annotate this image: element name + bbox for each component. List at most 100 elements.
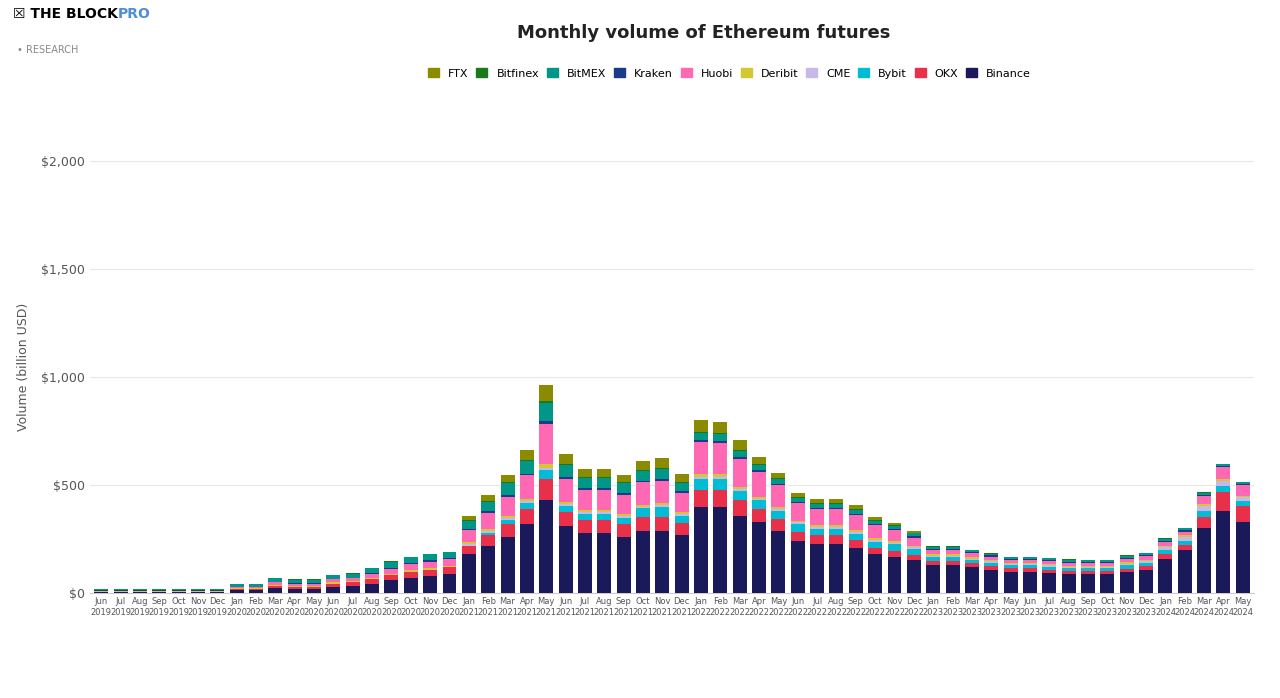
Bar bbox=[598, 469, 612, 477]
Bar bbox=[1139, 560, 1153, 561]
Bar bbox=[558, 504, 572, 506]
Bar bbox=[810, 499, 824, 503]
Bar bbox=[229, 590, 243, 593]
Bar bbox=[462, 521, 476, 528]
Bar bbox=[753, 500, 765, 509]
Bar bbox=[520, 501, 534, 503]
Bar bbox=[326, 587, 340, 593]
Bar bbox=[655, 468, 669, 469]
Bar bbox=[1197, 493, 1211, 495]
Bar bbox=[250, 587, 262, 588]
Bar bbox=[1216, 511, 1230, 593]
Bar bbox=[1004, 563, 1018, 565]
Bar bbox=[617, 495, 631, 514]
Bar bbox=[694, 507, 708, 593]
Bar bbox=[1216, 468, 1230, 480]
Bar bbox=[732, 440, 746, 450]
Bar bbox=[481, 546, 495, 593]
Bar bbox=[655, 469, 669, 479]
Bar bbox=[424, 576, 436, 593]
Bar bbox=[114, 592, 128, 593]
Bar bbox=[307, 587, 321, 589]
Bar bbox=[849, 505, 863, 509]
Bar bbox=[849, 530, 863, 532]
Bar bbox=[713, 433, 727, 434]
Bar bbox=[1158, 542, 1172, 546]
Bar bbox=[1101, 560, 1115, 562]
Bar bbox=[617, 514, 631, 516]
Bar bbox=[732, 457, 746, 459]
Bar bbox=[1082, 571, 1094, 574]
Bar bbox=[965, 550, 979, 552]
Bar bbox=[946, 547, 960, 549]
Text: • RESEARCH: • RESEARCH bbox=[17, 45, 78, 55]
Bar bbox=[772, 478, 786, 479]
Bar bbox=[810, 535, 824, 544]
Bar bbox=[481, 533, 495, 535]
Bar bbox=[849, 540, 863, 548]
Bar bbox=[732, 489, 746, 491]
Bar bbox=[694, 442, 708, 475]
Bar bbox=[481, 513, 495, 529]
Bar bbox=[1023, 560, 1037, 563]
Bar bbox=[1158, 558, 1172, 593]
Bar bbox=[636, 470, 650, 480]
Bar bbox=[887, 544, 901, 551]
Bar bbox=[579, 520, 591, 533]
Bar bbox=[1042, 570, 1056, 573]
Bar bbox=[462, 520, 476, 521]
Bar bbox=[849, 532, 863, 534]
Bar bbox=[849, 515, 863, 530]
Bar bbox=[307, 584, 321, 586]
Bar bbox=[500, 517, 515, 518]
Bar bbox=[753, 472, 765, 497]
Bar bbox=[403, 570, 417, 572]
Bar bbox=[1216, 481, 1230, 486]
Bar bbox=[772, 486, 786, 507]
Bar bbox=[424, 561, 436, 568]
Bar bbox=[791, 524, 805, 532]
Bar bbox=[365, 584, 379, 593]
Bar bbox=[617, 518, 631, 524]
Bar bbox=[1082, 568, 1094, 571]
Bar bbox=[579, 490, 591, 510]
Bar bbox=[1101, 574, 1115, 593]
Bar bbox=[269, 578, 283, 582]
Bar bbox=[326, 584, 340, 587]
Bar bbox=[500, 497, 515, 517]
Bar bbox=[598, 478, 612, 488]
Bar bbox=[558, 506, 572, 512]
Bar bbox=[965, 557, 979, 558]
Bar bbox=[908, 536, 920, 537]
Bar bbox=[617, 475, 631, 482]
Bar bbox=[558, 465, 572, 477]
Bar bbox=[500, 524, 515, 537]
Bar bbox=[579, 512, 591, 514]
Bar bbox=[829, 529, 844, 535]
Bar bbox=[965, 552, 979, 553]
Bar bbox=[675, 523, 689, 535]
Bar bbox=[1197, 504, 1211, 506]
Bar bbox=[1023, 565, 1037, 568]
Bar bbox=[694, 419, 708, 431]
Bar bbox=[403, 563, 417, 565]
Bar bbox=[965, 567, 979, 593]
Bar bbox=[636, 480, 650, 482]
Bar bbox=[1139, 566, 1153, 570]
Bar bbox=[1178, 531, 1192, 535]
Bar bbox=[1235, 506, 1249, 522]
Bar bbox=[1042, 560, 1056, 561]
Bar bbox=[1158, 547, 1172, 550]
Bar bbox=[500, 518, 515, 520]
Bar bbox=[829, 507, 844, 510]
Bar bbox=[384, 569, 398, 574]
Bar bbox=[365, 579, 379, 584]
Bar bbox=[539, 424, 553, 464]
Bar bbox=[617, 524, 631, 537]
Bar bbox=[810, 529, 824, 535]
Bar bbox=[965, 560, 979, 563]
Bar bbox=[732, 516, 746, 593]
Bar bbox=[443, 567, 457, 574]
Bar bbox=[1061, 565, 1075, 567]
Bar bbox=[443, 558, 457, 559]
